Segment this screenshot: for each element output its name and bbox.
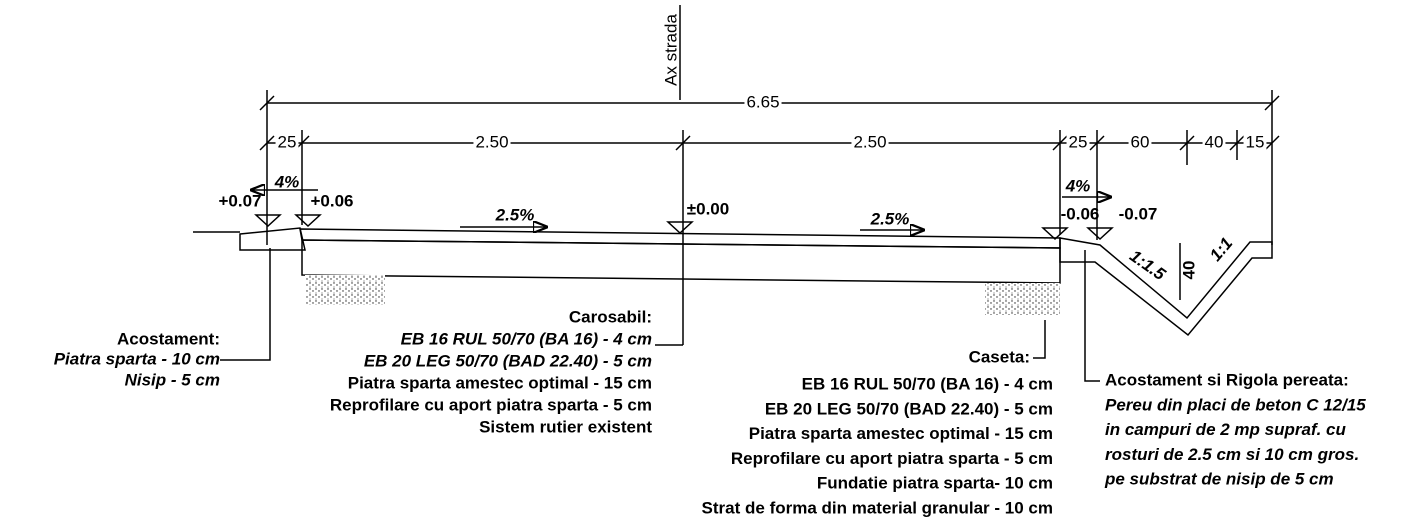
label-bg [851,132,889,152]
note-line: Pereu din placi de beton C 12/15 [1105,395,1366,414]
note-line: Fundatie piatra sparta- 10 cm [817,474,1053,493]
note-line: Sistem rutier existent [479,417,652,436]
note-line: EB 16 RUL 50/70 (BA 16) - 4 cm [802,374,1053,393]
dimension: 2.50 [853,132,886,151]
note-line: Piatra sparta amestec optimal - 15 cm [348,373,652,392]
note-line: Strat de forma din material granular - 1… [702,498,1053,517]
note-title: Acostament si Rigola pereata: [1105,370,1349,389]
ditch-depth: 40 [1179,261,1198,280]
note-title: Caseta: [969,347,1030,366]
note-line: rosturi de 2.5 cm si 10 cm gros. [1105,445,1359,464]
note-line: in campuri de 2 mp supraf. cu [1105,420,1347,439]
label-bg [1066,132,1090,152]
note-title: Acostament: [117,329,220,348]
ditch-slope: 1:1.5 [1126,246,1169,284]
note-line: Reprofilare cu aport piatra sparta - 5 c… [731,449,1053,468]
note-title: Carosabil: [569,307,652,326]
note-line: Nisip - 5 cm [125,370,220,389]
dimension: 6.65 [746,92,779,111]
elevation: +0.06 [310,191,353,210]
label-bg [275,132,299,152]
dimension: 25 [278,132,297,151]
label-bg [744,92,782,112]
dimension: 15 [1246,132,1265,151]
note-line: Piatra sparta amestec optimal - 15 cm [749,424,1053,443]
note-line: Reprofilare cu aport piatra sparta - 5 c… [330,395,652,414]
elevation: -0.07 [1119,204,1158,223]
label-bg [1128,132,1152,152]
slope: 4% [1065,176,1091,195]
dimension: 2.50 [475,132,508,151]
drawing [193,5,1280,382]
label-bg [473,132,511,152]
slope: 2.5% [870,209,910,228]
note-line: EB 20 LEG 50/70 (BAD 22.40) - 5 cm [765,399,1053,418]
label-bg [1202,132,1226,152]
note-line: EB 20 LEG 50/70 (BAD 22.40) - 5 cm [364,351,652,370]
elevation: ±0.00 [687,199,729,218]
ditch-slope: 1:1 [1206,234,1236,265]
dimension: 25 [1069,132,1088,151]
slope: 4% [274,172,300,191]
elevation: +0.07 [218,191,261,210]
dimension: 40 [1205,132,1224,151]
note-line: EB 16 RUL 50/70 (BA 16) - 4 cm [401,329,652,348]
note-line: Piatra sparta - 10 cm [54,349,220,368]
note-line: pe substrat de nisip de 5 cm [1104,470,1334,489]
label-bg [1243,132,1267,152]
dimension: 60 [1131,132,1150,151]
slope: 2.5% [495,205,535,224]
elevation: -0.06 [1061,204,1100,223]
axis-label: Ax strada [661,14,680,86]
